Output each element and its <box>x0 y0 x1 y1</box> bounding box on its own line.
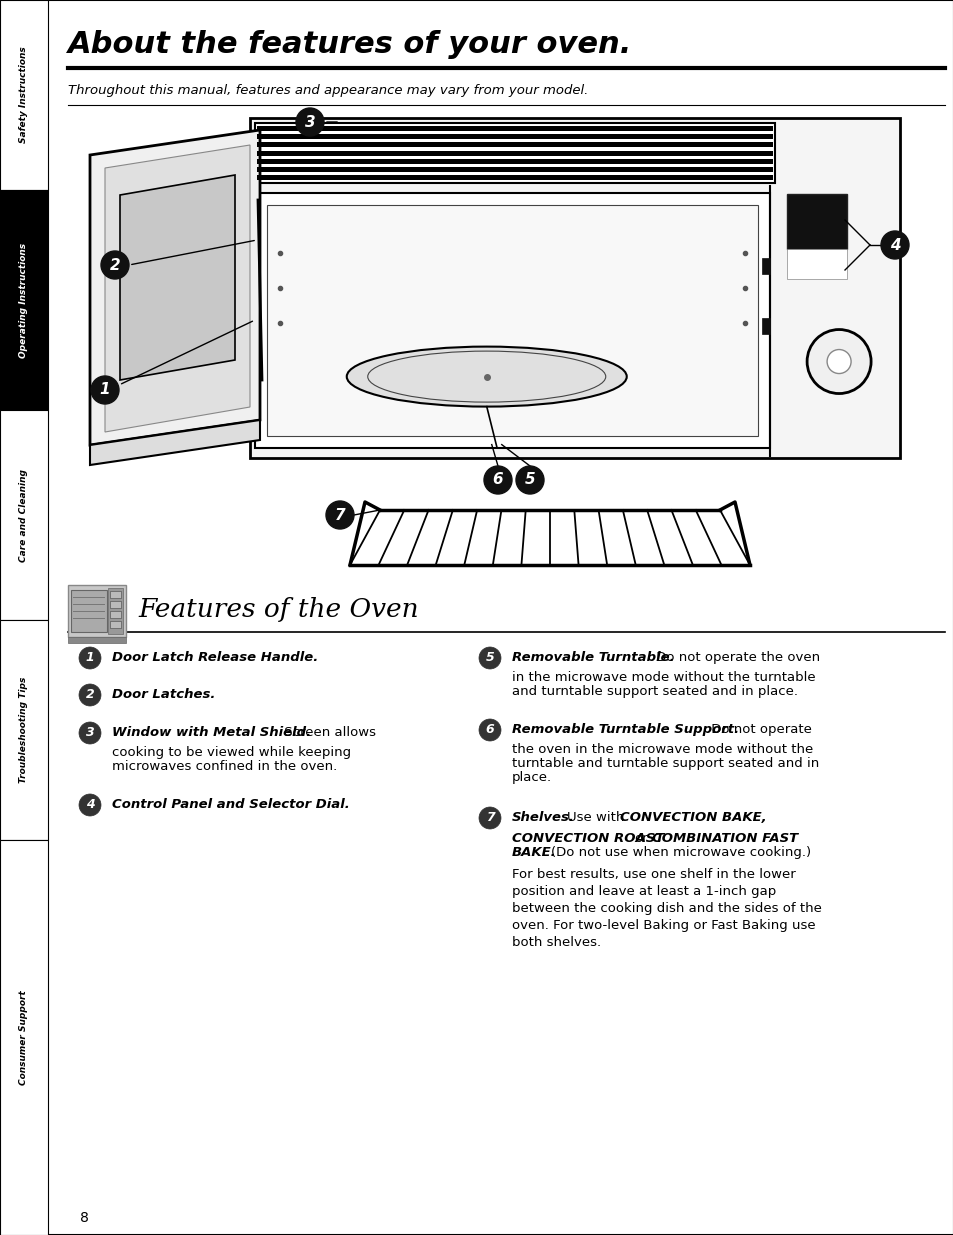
Text: 6: 6 <box>492 473 503 488</box>
Bar <box>0 840 48 1235</box>
Text: Control Panel and Selector Dial.: Control Panel and Selector Dial. <box>112 799 350 811</box>
Bar <box>786 194 846 249</box>
Text: Throughout this manual, features and appearance may vary from your model.: Throughout this manual, features and app… <box>68 84 588 96</box>
Text: Safety Instructions: Safety Instructions <box>19 47 29 143</box>
Circle shape <box>880 231 908 259</box>
Text: 5: 5 <box>524 473 535 488</box>
Bar <box>71 590 107 632</box>
Text: CONVECTION ROAST: CONVECTION ROAST <box>512 832 663 845</box>
Bar <box>110 611 121 618</box>
Bar <box>256 158 772 163</box>
Bar <box>254 124 774 183</box>
Text: or: or <box>634 832 647 845</box>
Polygon shape <box>90 420 260 466</box>
Text: COMBINATION FAST: COMBINATION FAST <box>651 832 798 845</box>
Circle shape <box>79 722 101 743</box>
Text: Removable Turntable Support.: Removable Turntable Support. <box>512 724 739 736</box>
Text: cooking to be viewed while keeping: cooking to be viewed while keeping <box>112 746 351 760</box>
Text: 5: 5 <box>485 652 494 664</box>
Bar <box>256 167 772 172</box>
Text: Troubleshooting Tips: Troubleshooting Tips <box>19 677 29 783</box>
Text: Do not operate: Do not operate <box>706 724 811 736</box>
Bar <box>786 249 846 279</box>
Text: 6: 6 <box>485 724 494 736</box>
Bar <box>68 585 126 637</box>
Bar <box>761 317 769 333</box>
Circle shape <box>79 647 101 669</box>
Text: 2: 2 <box>110 258 120 273</box>
Bar <box>256 135 772 140</box>
Text: (Do not use when microwave cooking.): (Do not use when microwave cooking.) <box>551 846 810 860</box>
Circle shape <box>79 794 101 816</box>
Bar <box>267 205 758 436</box>
Text: Door Latches.: Door Latches. <box>112 688 215 701</box>
Bar <box>256 151 772 156</box>
Text: Consumer Support: Consumer Support <box>19 990 29 1084</box>
Text: place.: place. <box>512 771 552 784</box>
Circle shape <box>478 806 500 829</box>
Bar <box>0 0 48 190</box>
Text: microwaves confined in the oven.: microwaves confined in the oven. <box>112 760 337 773</box>
Bar <box>110 601 121 608</box>
Text: and turntable support seated and in place.: and turntable support seated and in plac… <box>512 685 797 698</box>
Text: Care and Cleaning: Care and Cleaning <box>19 468 29 562</box>
Polygon shape <box>105 144 250 432</box>
Text: 7: 7 <box>335 508 345 522</box>
Text: Shelves.: Shelves. <box>512 811 575 825</box>
Text: Window with Metal Shield.: Window with Metal Shield. <box>112 726 311 740</box>
Text: Door Latch Release Handle.: Door Latch Release Handle. <box>112 652 318 664</box>
Circle shape <box>516 466 543 494</box>
Text: turntable and turntable support seated and in: turntable and turntable support seated a… <box>512 757 819 769</box>
Text: 3: 3 <box>86 726 94 740</box>
Text: BAKE.: BAKE. <box>512 846 556 860</box>
Bar <box>108 588 123 634</box>
Circle shape <box>826 350 850 373</box>
Text: in the microwave mode without the turntable: in the microwave mode without the turnta… <box>512 671 815 684</box>
Circle shape <box>478 647 500 669</box>
Text: Removable Turntable.: Removable Turntable. <box>512 652 674 664</box>
Text: Do not operate the oven: Do not operate the oven <box>651 652 820 664</box>
Text: 4: 4 <box>86 799 94 811</box>
Polygon shape <box>120 175 234 380</box>
Text: 7: 7 <box>485 811 494 825</box>
Bar <box>110 592 121 598</box>
Bar <box>110 621 121 629</box>
Polygon shape <box>90 130 260 445</box>
Text: About the features of your oven.: About the features of your oven. <box>68 30 632 58</box>
Circle shape <box>483 466 512 494</box>
Text: 1: 1 <box>99 383 111 398</box>
Bar <box>256 126 772 131</box>
Text: 8: 8 <box>80 1212 89 1225</box>
Text: Features of the Oven: Features of the Oven <box>138 598 418 622</box>
Circle shape <box>91 375 119 404</box>
Bar <box>256 142 772 147</box>
Bar <box>761 258 769 274</box>
Bar <box>256 175 772 180</box>
Circle shape <box>101 251 129 279</box>
Circle shape <box>478 719 500 741</box>
Text: Use with: Use with <box>566 811 623 825</box>
Text: Operating Instructions: Operating Instructions <box>19 242 29 358</box>
Bar <box>0 190 48 410</box>
Text: CONVECTION BAKE,: CONVECTION BAKE, <box>619 811 766 825</box>
Text: For best results, use one shelf in the lower
position and leave at least a 1-inc: For best results, use one shelf in the l… <box>512 868 821 948</box>
Bar <box>0 620 48 840</box>
Text: 3: 3 <box>304 115 315 130</box>
Ellipse shape <box>346 347 626 406</box>
Text: Screen allows: Screen allows <box>280 726 375 740</box>
Circle shape <box>295 107 324 136</box>
Bar <box>0 410 48 620</box>
Text: 4: 4 <box>889 237 900 252</box>
Circle shape <box>806 330 870 394</box>
Text: 2: 2 <box>86 688 94 701</box>
Text: 1: 1 <box>86 652 94 664</box>
Bar <box>254 193 769 448</box>
Circle shape <box>326 501 354 529</box>
Text: the oven in the microwave mode without the: the oven in the microwave mode without t… <box>512 743 812 756</box>
Bar <box>250 119 899 458</box>
Bar <box>68 637 126 643</box>
Circle shape <box>79 684 101 706</box>
